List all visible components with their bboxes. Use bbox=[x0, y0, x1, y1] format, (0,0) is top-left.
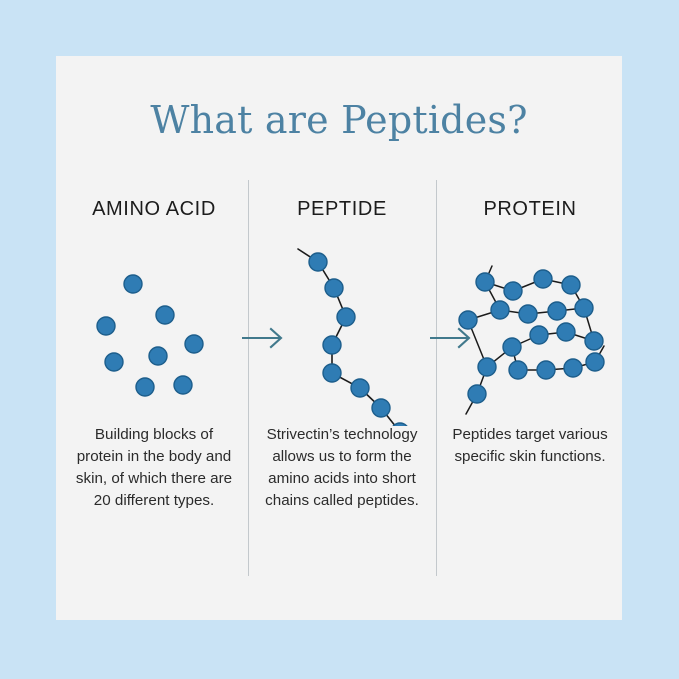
amino-dot bbox=[96, 316, 116, 336]
peptide-dot bbox=[322, 363, 342, 383]
amino-dot bbox=[104, 352, 124, 372]
column-protein: PROTEIN bbox=[436, 56, 624, 620]
protein-dot bbox=[490, 300, 510, 320]
peptide-dot bbox=[371, 398, 391, 418]
protein-dot bbox=[556, 322, 576, 342]
protein-dot bbox=[547, 301, 567, 321]
column-caption-protein: Peptides target various specific skin fu… bbox=[452, 426, 608, 465]
protein-dot bbox=[477, 357, 497, 377]
column-header-peptide: PEPTIDE bbox=[297, 198, 387, 220]
protein-dot bbox=[458, 310, 478, 330]
protein-dot bbox=[503, 281, 523, 301]
peptide-chain bbox=[297, 248, 425, 442]
peptide-dot bbox=[322, 335, 342, 355]
protein-cluster bbox=[458, 265, 605, 415]
column-caption-peptide: Strivectin’s technology allows us to for… bbox=[265, 426, 419, 509]
protein-dot bbox=[536, 360, 556, 380]
peptide-dot bbox=[336, 307, 356, 327]
amino-dot bbox=[173, 375, 193, 395]
protein-dot bbox=[574, 298, 594, 318]
protein-dot bbox=[518, 304, 538, 324]
peptide-chain-path bbox=[297, 248, 425, 441]
peptide-dot bbox=[308, 252, 328, 272]
protein-dot bbox=[585, 352, 605, 372]
amino-acid-dots bbox=[96, 274, 204, 397]
peptide-dot bbox=[350, 378, 370, 398]
protein-dot bbox=[533, 269, 553, 289]
protein-dot bbox=[475, 272, 495, 292]
column-caption-amino-acid: Building blocks of protein in the body a… bbox=[75, 426, 233, 509]
protein-dot bbox=[563, 358, 583, 378]
column-header-protein: PROTEIN bbox=[483, 198, 577, 220]
column-peptide: PEPTIDE Strivectin’s te bbox=[248, 56, 436, 620]
amino-dot bbox=[155, 305, 175, 325]
protein-dot bbox=[561, 275, 581, 295]
amino-dot bbox=[184, 334, 204, 354]
column-divider-2 bbox=[436, 180, 437, 576]
protein-dot bbox=[502, 337, 522, 357]
amino-dot bbox=[123, 274, 143, 294]
amino-dot bbox=[135, 377, 155, 397]
column-header-amino-acid: AMINO ACID bbox=[92, 198, 216, 220]
protein-dot bbox=[508, 360, 528, 380]
column-divider-1 bbox=[248, 180, 249, 576]
infographic-card: What are Peptides? AMINO ACID bbox=[56, 56, 622, 620]
arrow-right-icon bbox=[430, 326, 476, 350]
protein-dot bbox=[584, 331, 604, 351]
page-title: What are Peptides? bbox=[150, 98, 528, 142]
amino-dot bbox=[148, 346, 168, 366]
protein-dot bbox=[467, 384, 487, 404]
protein-dot bbox=[529, 325, 549, 345]
arrow-right-icon bbox=[242, 326, 288, 350]
column-amino-acid: AMINO ACID Building blocks of protei bbox=[60, 56, 248, 620]
protein-cluster-diagram bbox=[436, 246, 624, 426]
amino-acid-diagram bbox=[60, 246, 248, 426]
peptide-dot bbox=[324, 278, 344, 298]
